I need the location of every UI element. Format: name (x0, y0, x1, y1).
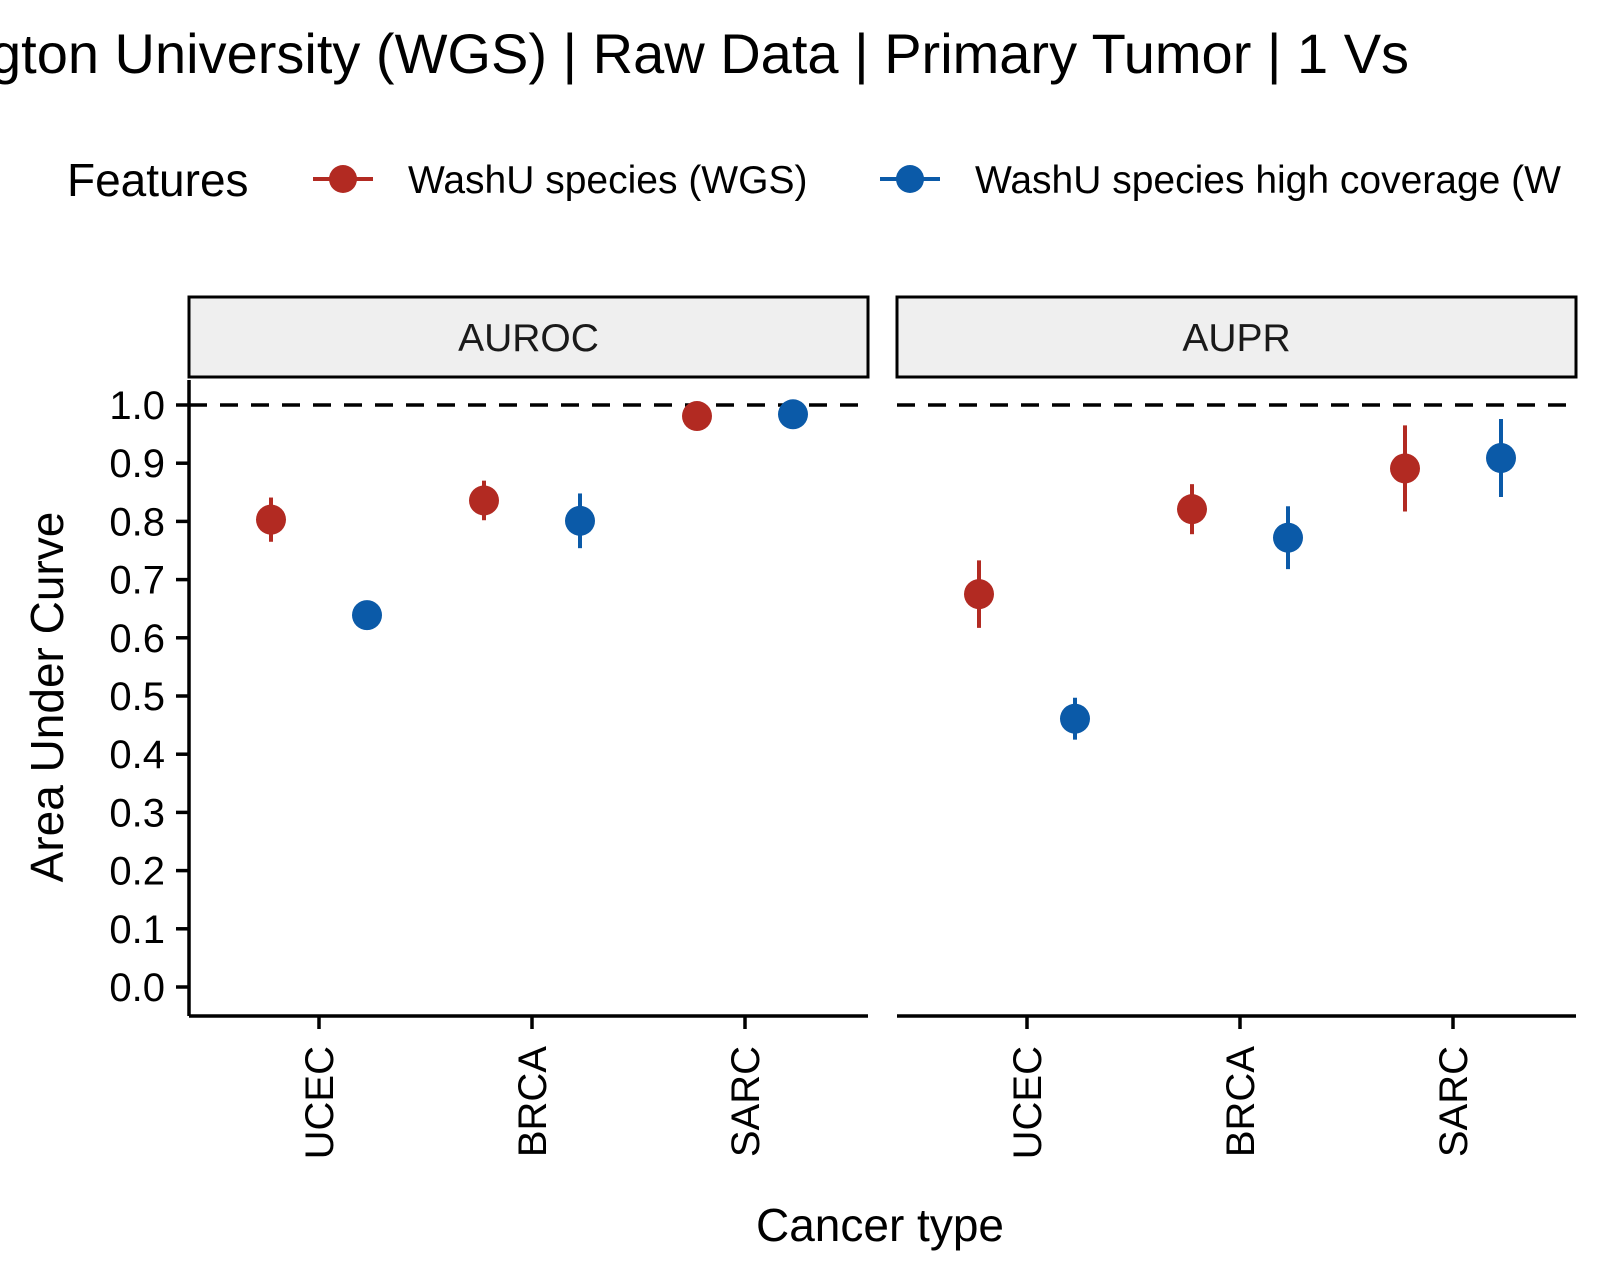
data-point (1060, 703, 1090, 734)
legend-title: Features (67, 154, 249, 206)
x-tick-label: UCEC (298, 1046, 342, 1159)
data-point (1177, 494, 1207, 525)
x-tick-label: SARC (724, 1046, 768, 1157)
data-point (778, 399, 808, 430)
data-point (682, 401, 712, 432)
x-tick-label: BRCA (1219, 1046, 1263, 1157)
data-point (964, 579, 994, 610)
legend-item-0: WashU species (WGS) (313, 159, 807, 202)
strip-label: AUPR (1182, 317, 1290, 360)
y-tick-label: 0.8 (109, 500, 165, 544)
data-point (352, 600, 382, 631)
y-tick-label: 1.0 (109, 384, 165, 428)
y-tick-label: 0.9 (109, 442, 165, 486)
y-tick-label: 0.7 (109, 559, 165, 603)
y-tick-label: 0.4 (109, 733, 165, 777)
legend-label: WashU species high coverage (W (975, 159, 1561, 202)
y-tick-label: 0.6 (109, 617, 165, 661)
data-point (469, 485, 499, 516)
legend-item-1: WashU species high coverage (W (880, 159, 1561, 202)
chart-title: gton University (WGS) | Raw Data | Prima… (0, 22, 1409, 85)
data-point (565, 505, 595, 536)
x-tick-label: UCEC (1006, 1046, 1050, 1159)
x-tick-label: BRCA (511, 1046, 555, 1157)
strip-box (187, 295, 870, 379)
panel-auroc: AUROC UCEC BRCA SARC (187, 295, 870, 1159)
strip-label: AUROC (458, 317, 599, 360)
y-tick-label: 0.2 (109, 850, 165, 894)
y-axis: 0.0 0.1 0.2 0.3 0.4 0.5 0.6 0.7 0.8 0.9 1.0 (109, 380, 191, 1016)
legend-key-dot (896, 165, 924, 193)
data-point (256, 504, 286, 535)
y-tick-label: 0.1 (109, 908, 165, 952)
y-tick-label: 0.0 (109, 966, 165, 1010)
y-axis-title: Area Under Curve (21, 512, 73, 883)
legend-key-dot (329, 165, 357, 193)
data-point (1273, 522, 1303, 553)
x-axis-title: Cancer type (756, 1199, 1004, 1251)
legend-label: WashU species (WGS) (408, 159, 807, 202)
data-point (1486, 442, 1516, 473)
panels: AUROC UCEC BRCA SARC AUPR UCEC BRCA SARC (187, 295, 1578, 1159)
strip-box (895, 295, 1578, 379)
x-tick-label: SARC (1432, 1046, 1476, 1157)
legend: Features WashU species (WGS) WashU speci… (67, 154, 1561, 206)
y-tick-label: 0.3 (109, 791, 165, 835)
y-tick-label: 0.5 (109, 675, 165, 719)
panel-aupr: AUPR UCEC BRCA SARC (895, 295, 1578, 1159)
data-point (1390, 453, 1420, 484)
